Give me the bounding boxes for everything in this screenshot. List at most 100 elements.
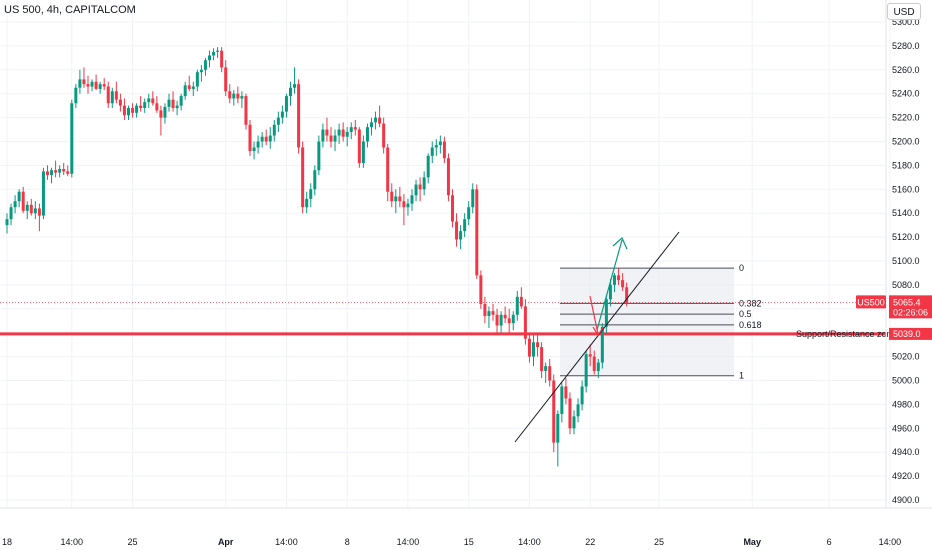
- candle-body: [21, 191, 25, 211]
- candle-body: [418, 184, 422, 190]
- projection-arrow-down[interactable]: [589, 295, 599, 335]
- candle-body: [398, 196, 402, 202]
- candle-body: [604, 299, 608, 327]
- candle-body: [5, 219, 9, 226]
- candle-body: [584, 354, 588, 387]
- candle-body: [256, 141, 260, 148]
- candle-body: [471, 189, 475, 208]
- time-tick-label: 14:00: [61, 537, 84, 547]
- candle-body: [171, 99, 175, 109]
- candle-body: [276, 117, 280, 125]
- candle-body: [422, 177, 426, 190]
- fib-level-label: 0.5: [739, 309, 752, 319]
- currency-button[interactable]: USD: [887, 3, 921, 20]
- candle-body: [410, 195, 414, 204]
- candle-body: [179, 96, 183, 106]
- countdown-badge: 02:26:06: [893, 307, 928, 317]
- price-tick-label: 4940.0: [892, 447, 920, 457]
- candle-body: [370, 122, 373, 128]
- candle-body: [507, 318, 511, 324]
- candle-body: [232, 93, 236, 99]
- price-tick-label: 5140.0: [892, 208, 920, 218]
- fib-level-label: 1: [739, 371, 744, 381]
- candle-body: [386, 147, 390, 192]
- time-tick-label: 15: [464, 537, 474, 547]
- candle-body: [374, 117, 378, 123]
- candle-body: [268, 135, 272, 142]
- candle-body: [155, 103, 159, 111]
- last-price-badge-bg: [889, 295, 932, 319]
- candle-body: [608, 284, 612, 300]
- price-axis[interactable]: 4900.0 4920.0 4940.0 4960.0 4980.0 5000.0 5020…: [885, 0, 920, 508]
- candle-body: [479, 275, 483, 305]
- support-resistance-zone[interactable]: Support/Resistance zone: [0, 329, 897, 339]
- candle-body: [617, 275, 621, 281]
- candle-body: [135, 105, 139, 113]
- candle-body: [216, 50, 220, 52]
- candle-body: [203, 60, 207, 70]
- candle-body: [131, 108, 135, 113]
- candle-body: [252, 147, 256, 152]
- symbol-badge: US500: [857, 297, 885, 307]
- time-tick-label: 25: [654, 537, 664, 547]
- price-tick-label: 5220.0: [892, 113, 920, 123]
- candle-body: [220, 50, 224, 68]
- price-tick-label: 5080.0: [892, 280, 920, 290]
- price-tick-label: 5180.0: [892, 160, 920, 170]
- candle-body: [297, 84, 301, 148]
- candle-body: [62, 168, 66, 172]
- trendline[interactable]: [514, 231, 680, 443]
- candle-body: [159, 110, 163, 118]
- candle-body: [86, 84, 90, 87]
- candle-body: [244, 96, 248, 125]
- candle-body: [394, 196, 398, 202]
- candle-body: [321, 129, 325, 142]
- price-badges: US500 5065.402:26:06 5039.0: [856, 295, 932, 340]
- candle-body: [224, 67, 228, 92]
- time-axis[interactable]: 18 14:00 25 Apr 14:00 8 14:00 15 14:00 22 25 May 6 14…: [0, 507, 932, 547]
- candle-body: [284, 96, 288, 112]
- candle-body: [98, 84, 102, 89]
- candle-body: [110, 91, 114, 104]
- projection-arrow-up[interactable]: [596, 239, 623, 331]
- candle-body: [511, 314, 515, 324]
- time-tick-label: 14:00: [275, 537, 298, 547]
- price-tick-label: 5000.0: [892, 376, 920, 386]
- candle-body: [576, 404, 580, 417]
- candle-body: [102, 84, 106, 87]
- candle-body: [212, 51, 216, 56]
- candle-body: [50, 170, 54, 175]
- price-tick-label: 5120.0: [892, 232, 920, 242]
- price-tick-label: 4980.0: [892, 399, 920, 409]
- candle-body: [560, 386, 564, 414]
- fib-zone[interactable]: [560, 268, 734, 376]
- candle-body: [118, 99, 122, 106]
- candle-body: [357, 129, 361, 164]
- time-tick-label: 22: [585, 537, 595, 547]
- candle-body: [527, 338, 531, 357]
- candle-body: [333, 135, 337, 142]
- trend-drawings[interactable]: [514, 231, 680, 443]
- candle-body: [564, 386, 568, 399]
- price-tick-label: 5200.0: [892, 137, 920, 147]
- candle-body: [106, 86, 110, 104]
- candle-body: [309, 189, 313, 199]
- price-tick-label: 5020.0: [892, 352, 920, 362]
- support-resistance-line[interactable]: [0, 332, 886, 336]
- candle-body: [280, 111, 284, 118]
- candle-body: [451, 195, 454, 222]
- arrow-down-head: [592, 326, 604, 337]
- candle-body: [621, 280, 625, 288]
- candle-body: [532, 342, 535, 357]
- candle-body: [487, 311, 491, 316]
- candle-body: [313, 170, 317, 190]
- candlestick-series: [5, 47, 629, 467]
- candle-body: [426, 155, 430, 178]
- sr-price-badge-bg: [889, 327, 932, 340]
- candle-body: [248, 124, 252, 152]
- time-tick-label: 14:00: [518, 537, 541, 547]
- candle-body: [114, 91, 118, 100]
- time-tick-label: Apr: [218, 537, 234, 547]
